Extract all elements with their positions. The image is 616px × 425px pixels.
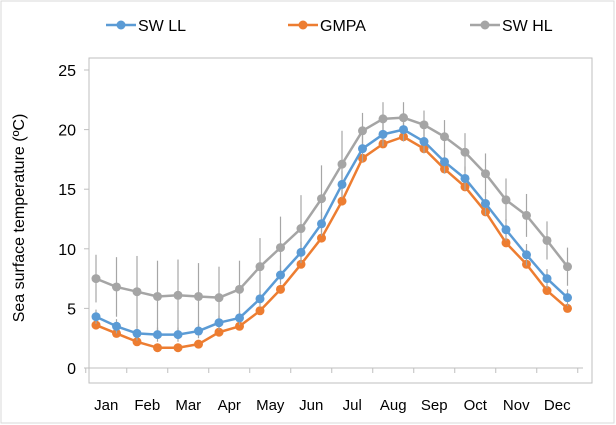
- x-tick-label: Jun: [299, 397, 323, 414]
- data-point: [91, 320, 101, 330]
- x-tick-label: Sep: [421, 397, 448, 414]
- x-tick-label: Mar: [175, 397, 201, 414]
- data-point: [214, 293, 224, 303]
- data-point: [501, 195, 511, 205]
- legend-label-sw-hl: SW HL: [502, 18, 553, 35]
- data-point: [112, 321, 121, 331]
- data-point: [296, 224, 306, 234]
- y-tick-label: 5: [67, 301, 76, 318]
- y-tick-label: 25: [58, 63, 76, 80]
- data-point: [419, 120, 429, 130]
- y-tick-label: 20: [58, 123, 76, 140]
- data-point: [194, 291, 203, 301]
- data-point: [440, 157, 449, 167]
- data-point: [235, 313, 244, 323]
- data-point: [214, 327, 224, 337]
- y-ticks: 0 5 10 15 20 25: [58, 63, 89, 378]
- y-tick-label: 0: [67, 361, 76, 378]
- data-point: [173, 343, 183, 353]
- data-point: [91, 312, 101, 322]
- series-sw-hl: [91, 102, 572, 333]
- legend-marker-gmpa: [298, 20, 308, 30]
- data-point: [296, 247, 306, 257]
- x-tick-label: Aug: [380, 397, 407, 414]
- data-point: [501, 225, 511, 235]
- y-axis-label: Sea surface temperature (ºC): [11, 114, 28, 323]
- data-point: [173, 290, 183, 300]
- legend-item-gmpa: GMPA: [288, 18, 366, 35]
- data-point: [358, 126, 367, 136]
- data-point: [153, 291, 162, 301]
- data-point: [337, 196, 347, 206]
- data-point: [399, 125, 408, 135]
- data-point: [419, 137, 429, 147]
- y-tick-label: 10: [58, 242, 76, 259]
- data-point: [194, 339, 203, 349]
- data-point: [337, 159, 347, 169]
- data-point: [522, 210, 531, 220]
- data-point: [132, 287, 142, 297]
- data-point: [132, 337, 142, 347]
- data-point: [522, 250, 531, 260]
- data-point: [378, 114, 388, 124]
- legend-label-gmpa: GMPA: [320, 18, 366, 35]
- data-point: [317, 219, 326, 229]
- data-point: [276, 243, 285, 253]
- data-point: [481, 169, 490, 179]
- series-layer: [91, 102, 572, 353]
- data-point: [91, 274, 101, 284]
- data-point: [563, 262, 572, 272]
- x-tick-label: Feb: [134, 397, 160, 414]
- data-point: [378, 129, 388, 139]
- data-point: [255, 294, 265, 304]
- legend-marker-sw-ll: [116, 20, 126, 30]
- legend-item-sw-hl: SW HL: [470, 18, 553, 35]
- x-tick-label: Dec: [544, 397, 571, 414]
- data-point: [276, 284, 285, 294]
- data-point: [563, 303, 572, 313]
- data-point: [194, 326, 203, 336]
- legend-item-sw-ll: SW LL: [106, 18, 186, 35]
- legend: SW LL GMPA SW HL: [106, 18, 553, 35]
- data-point: [255, 306, 265, 316]
- legend-label-sw-ll: SW LL: [138, 18, 186, 35]
- data-point: [337, 179, 347, 189]
- data-point: [153, 330, 162, 340]
- data-point: [563, 293, 572, 303]
- data-point: [112, 282, 121, 292]
- data-point: [501, 238, 511, 248]
- data-point: [235, 284, 244, 294]
- data-point: [460, 147, 470, 157]
- legend-marker-sw-hl: [480, 20, 490, 30]
- data-point: [440, 132, 449, 142]
- data-point: [460, 173, 470, 183]
- data-point: [235, 321, 244, 331]
- data-point: [296, 259, 306, 269]
- data-point: [542, 235, 552, 245]
- x-tick-label: Jan: [94, 397, 118, 414]
- data-point: [255, 262, 265, 272]
- series-sw-ll: [91, 117, 572, 342]
- data-point: [132, 328, 142, 338]
- x-tick-label: Nov: [503, 397, 530, 414]
- data-point: [358, 144, 367, 154]
- data-point: [542, 274, 552, 284]
- data-point: [153, 343, 162, 353]
- x-tick-label: Oct: [464, 397, 488, 414]
- x-ticks: Jan Feb Mar Apr May Jun Jul Aug Sep Oct Nov Dec: [85, 368, 579, 414]
- data-point: [173, 330, 183, 340]
- data-point: [276, 270, 285, 280]
- x-tick-label: Jul: [343, 397, 362, 414]
- x-tick-label: Apr: [218, 397, 241, 414]
- data-point: [317, 194, 326, 204]
- y-tick-label: 15: [58, 182, 76, 199]
- data-point: [481, 199, 490, 209]
- data-point: [542, 286, 552, 296]
- data-point: [214, 318, 224, 328]
- x-tick-label: May: [256, 397, 285, 414]
- data-point: [317, 233, 326, 243]
